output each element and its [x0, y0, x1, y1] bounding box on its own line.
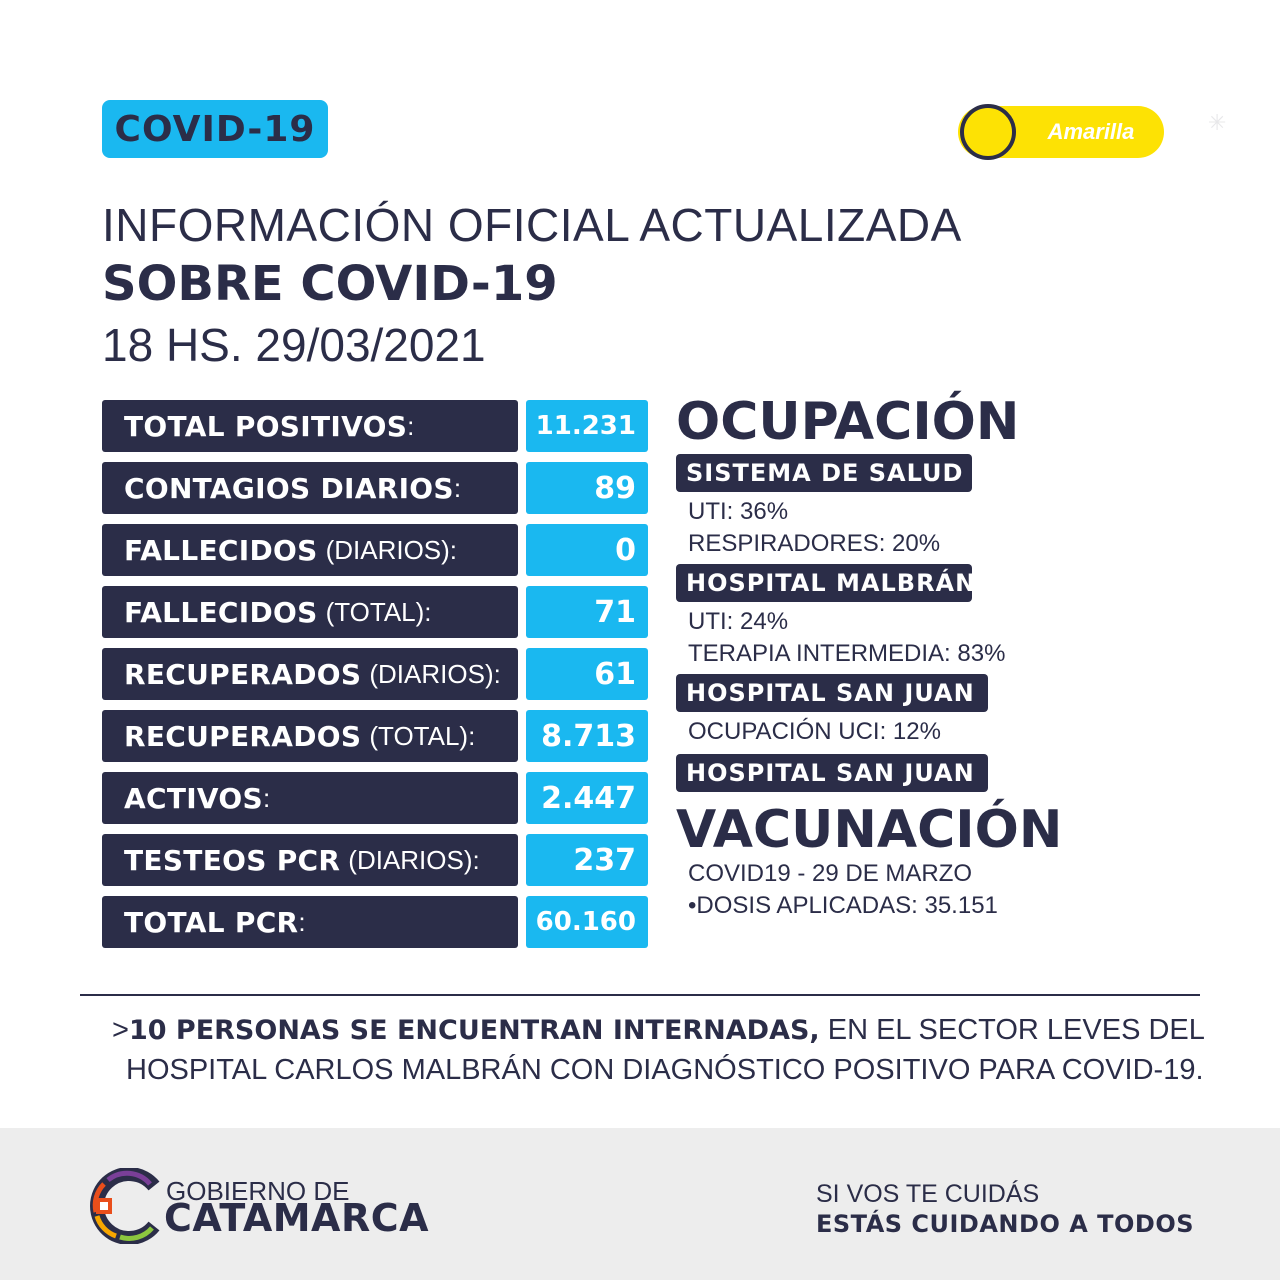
stat-label: TOTAL POSITIVOS: — [102, 400, 518, 452]
stat-row-contagios-diarios: CONTAGIOS DIARIOS: 89 — [102, 462, 648, 514]
stat-label-qualifier: (DIARIOS): — [369, 658, 501, 689]
stat-row-activos: ACTIVOS: 2.447 — [102, 772, 648, 824]
stat-value: 2.447 — [526, 772, 648, 824]
stat-value: 71 — [526, 586, 648, 638]
stat-label-qualifier: (TOTAL): — [325, 596, 432, 627]
stat-label-main: TESTEOS PCR — [124, 843, 341, 877]
stat-label-main: FALLECIDOS — [124, 533, 318, 567]
stat-label: FALLECIDOS (DIARIOS): — [102, 524, 518, 576]
stat-value: 61 — [526, 648, 648, 700]
stat-label: TOTAL PCR: — [102, 896, 518, 948]
stat-label-qualifier: (DIARIOS): — [325, 534, 458, 565]
occupancy-title: OCUPACIÓN — [676, 392, 1020, 452]
stat-label: CONTAGIOS DIARIOS: — [102, 462, 518, 514]
covid-badge: COVID-19 — [102, 100, 328, 158]
note-rest: EN EL SECTOR LEVES DEL — [819, 1014, 1205, 1046]
stat-row-testeos-pcr: TESTEOS PCR (DIARIOS): 237 — [102, 834, 648, 886]
stat-value: 11.231 — [526, 400, 648, 452]
slogan-line-1: SI VOS TE CUIDÁS — [816, 1180, 1040, 1208]
internados-note-line-2: HOSPITAL CARLOS MALBRÁN CON DIAGNÓSTICO … — [126, 1054, 1204, 1086]
stat-label-main: CONTAGIOS DIARIOS — [124, 471, 454, 505]
info-uti-malbran: UTI: 24% — [688, 608, 789, 635]
stat-value: 0 — [526, 524, 648, 576]
stat-label: ACTIVOS: — [102, 772, 518, 824]
logo-text-catamarca: CATAMARCA — [164, 1196, 430, 1240]
info-terapia-intermedia: TERAPIA INTERMEDIA: 83% — [688, 640, 1006, 667]
stat-value: 89 — [526, 462, 648, 514]
logo-text-gobierno: GOBIERNO DE — [166, 1176, 350, 1206]
title-line-1: INFORMACIÓN OFICIAL ACTUALIZADA — [102, 199, 962, 251]
tag-hospital-malbran: HOSPITAL MALBRÁN — [676, 564, 975, 602]
stat-label: FALLECIDOS (TOTAL): — [102, 586, 518, 638]
stat-label-main: RECUPERADOS — [124, 657, 362, 691]
alert-level-knob — [960, 104, 1016, 160]
stat-row-recuperados-total: RECUPERADOS (TOTAL): 8.713 — [102, 710, 648, 762]
note-bold: 10 PERSONAS SE ENCUENTRAN INTERNADAS, — [128, 1015, 820, 1046]
info-uti-sistema: UTI: 36% — [688, 498, 789, 525]
alert-level-label: Amarilla — [1047, 119, 1135, 144]
stat-label-main: TOTAL PCR — [124, 905, 299, 939]
slogan-line-2: ESTÁS CUIDANDO A TODOS — [816, 1210, 1195, 1238]
alert-level-pill: Amarilla — [958, 104, 1164, 160]
stat-label-qualifier: (DIARIOS): — [348, 844, 480, 875]
info-ocupacion-uci: OCUPACIÓN UCI: 12% — [688, 718, 941, 745]
stat-row-total-positivos: TOTAL POSITIVOS: 11.231 — [102, 400, 648, 452]
stat-label: RECUPERADOS (TOTAL): — [102, 710, 518, 762]
stat-label: TESTEOS PCR (DIARIOS): — [102, 834, 518, 886]
vaccination-title: VACUNACIÓN — [676, 800, 1063, 860]
stat-colon: : — [453, 472, 462, 503]
tag-sistema-de-salud: SISTEMA DE SALUD — [676, 454, 972, 492]
tag-hospital-san-juan: HOSPITAL SAN JUAN — [676, 674, 988, 712]
tag-hospital-san-juan-2: HOSPITAL SAN JUAN — [676, 754, 988, 792]
stat-label-main: RECUPERADOS — [124, 719, 362, 753]
divider — [80, 994, 1200, 996]
stat-colon: : — [407, 410, 415, 441]
vaccination-date: COVID19 - 29 DE MARZO — [688, 860, 973, 887]
sparkle-icon: ✳ — [1208, 110, 1227, 135]
internados-note-line-1: >10 PERSONAS SE ENCUENTRAN INTERNADAS, E… — [112, 1014, 1205, 1047]
vaccination-doses: •DOSIS APLICADAS: 35.151 — [688, 892, 998, 919]
stat-label: RECUPERADOS (DIARIOS): — [102, 648, 518, 700]
footer — [0, 1128, 1280, 1280]
stat-colon: : — [262, 782, 271, 813]
stat-row-fallecidos-diarios: FALLECIDOS (DIARIOS): 0 — [102, 524, 648, 576]
stat-row-fallecidos-total: FALLECIDOS (TOTAL): 71 — [102, 586, 648, 638]
note-prefix: > — [112, 1014, 129, 1046]
report-datetime: 18 HS. 29/03/2021 — [102, 319, 486, 371]
stat-colon: : — [298, 906, 306, 937]
stats-table: TOTAL POSITIVOS: 11.231 CONTAGIOS DIARIO… — [102, 400, 648, 958]
info-respiradores: RESPIRADORES: 20% — [688, 530, 941, 557]
stat-label-qualifier: (TOTAL): — [369, 720, 476, 751]
title-line-2: SOBRE COVID-19 — [102, 256, 558, 312]
stat-value: 60.160 — [526, 896, 648, 948]
stat-label-main: ACTIVOS — [124, 781, 263, 815]
catamarca-logo-icon — [90, 1168, 160, 1244]
stat-value: 237 — [526, 834, 648, 886]
stat-label-main: FALLECIDOS — [124, 595, 318, 629]
stat-value: 8.713 — [526, 710, 648, 762]
stat-row-total-pcr: TOTAL PCR: 60.160 — [102, 896, 648, 948]
stat-row-recuperados-diarios: RECUPERADOS (DIARIOS): 61 — [102, 648, 648, 700]
stat-label-main: TOTAL POSITIVOS — [124, 409, 408, 443]
